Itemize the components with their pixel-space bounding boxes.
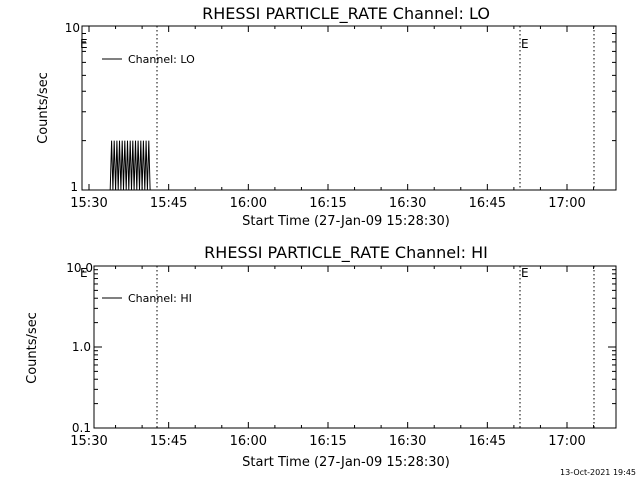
panel-hi-xlabel: Start Time (27-Jan-09 15:28:30): [242, 455, 450, 470]
panel-lo-ytick-label-10: 10: [65, 21, 80, 35]
lo-xtick-label: 16:30: [389, 196, 426, 211]
hi-xtick-label: 15:45: [150, 434, 187, 449]
panel-hi-ytick-label-1.0: 1.0: [72, 340, 91, 354]
panel-lo-legend-label: Channel: LO: [128, 53, 195, 66]
hi-xtick-label: 15:30: [70, 434, 107, 449]
hi-xtick-label: 17:00: [548, 434, 585, 449]
panel-hi-ytick-label-0.1: 0.1: [72, 421, 91, 435]
lo-xtick-label: 15:30: [70, 196, 107, 211]
lo-xtick-label: 17:00: [548, 196, 585, 211]
panel-hi-legend-label: Channel: HI: [128, 292, 192, 305]
panel-hi-yticks: [94, 265, 616, 429]
panel-lo-event-marker-2: E: [521, 37, 529, 51]
panel-lo-xlabel: Start Time (27-Jan-09 15:28:30): [242, 214, 450, 229]
panel-lo-event-marker-1: E: [80, 37, 88, 51]
panel-lo-ylabel: Counts/sec: [36, 72, 51, 144]
panel-lo-yticks: [82, 25, 616, 191]
panel-lo-xtick-labels: 15:30 15:45 16:00 16:15 16:30 16:45 17:00: [70, 196, 585, 211]
panel-hi-xtick-labels: 15:30 15:45 16:00 16:15 16:30 16:45 17:00: [70, 434, 585, 449]
panel-hi-frame: [93, 265, 617, 429]
lo-xtick-label: 16:45: [469, 196, 506, 211]
lo-xtick-label: 16:15: [309, 196, 346, 211]
lo-xtick-label: 15:45: [150, 196, 187, 211]
hi-xtick-label: 16:00: [230, 434, 267, 449]
hi-xtick-label: 16:30: [389, 434, 426, 449]
panel-lo-xticks: [88, 26, 595, 190]
panel-lo-ytick-label-1: 1: [70, 180, 78, 194]
panel-lo-series-line: [109, 140, 151, 191]
panel-hi: RHESSI PARTICLE_RATE Channel: HI 15:30 15…: [25, 243, 617, 470]
panel-lo-frame: [81, 25, 617, 191]
hi-xtick-label: 16:15: [309, 434, 346, 449]
panel-lo-title: RHESSI PARTICLE_RATE Channel: LO: [202, 4, 490, 24]
lo-xtick-label: 16:00: [230, 196, 267, 211]
footer-timestamp: 13-Oct-2021 19:45: [560, 468, 636, 477]
panel-lo: RHESSI PARTICLE_RATE Channel: LO 15:30 15…: [36, 4, 617, 229]
hi-xtick-label: 16:45: [469, 434, 506, 449]
panel-hi-title: RHESSI PARTICLE_RATE Channel: HI: [204, 243, 488, 263]
panel-hi-ytick-label-10.0: 10.0: [66, 261, 93, 275]
panel-hi-event-marker-2: E: [521, 266, 529, 280]
panel-hi-xticks: [115, 266, 595, 428]
panel-hi-ylabel: Counts/sec: [25, 312, 40, 384]
panel-hi-event-marker-1: E: [80, 266, 88, 280]
